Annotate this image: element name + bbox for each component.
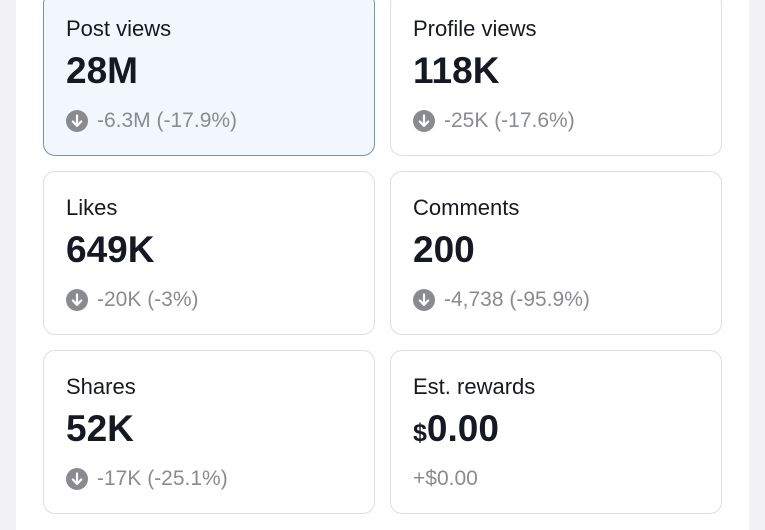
stat-value: 118K [413, 50, 500, 91]
stat-change-text: -25K (-17.6%) [444, 109, 575, 132]
stat-value-amount: 0.00 [426, 408, 499, 449]
stat-change: -17K (-25.1%) [66, 466, 228, 492]
stat-value: 200 [413, 229, 475, 270]
stat-card-post-views[interactable]: Post views 28M -6.3M (-17.9%) [43, 0, 375, 156]
stat-change-text: -4,738 (-95.9%) [444, 288, 590, 311]
stat-card-likes[interactable]: Likes 649K -20K (-3%) [43, 171, 375, 335]
down-arrow-circle-icon [66, 468, 88, 490]
stat-change: +$0.00 [413, 466, 478, 492]
stat-change-text: +$0.00 [413, 467, 478, 490]
stat-value: 52K [66, 408, 134, 449]
stat-change-text: -20K (-3%) [97, 288, 199, 311]
currency-symbol: $ [413, 419, 427, 447]
stat-change: -25K (-17.6%) [413, 108, 575, 134]
stat-card-comments[interactable]: Comments 200 -4,738 (-95.9%) [390, 171, 722, 335]
stat-label: Post views [66, 16, 172, 41]
down-arrow-circle-icon [66, 289, 88, 311]
stat-value: 649K [66, 229, 155, 270]
stat-change-text: -6.3M (-17.9%) [97, 109, 238, 132]
stat-change: -20K (-3%) [66, 287, 199, 313]
stat-change: -4,738 (-95.9%) [413, 287, 590, 313]
down-arrow-circle-icon [413, 289, 435, 311]
stat-label: Shares [66, 374, 136, 399]
stat-card-shares[interactable]: Shares 52K -17K (-25.1%) [43, 350, 375, 514]
stat-change-text: -17K (-25.1%) [97, 467, 228, 490]
stat-label: Comments [413, 195, 520, 220]
down-arrow-circle-icon [413, 110, 435, 132]
stat-label: Profile views [413, 16, 537, 41]
stat-card-profile-views[interactable]: Profile views 118K -25K (-17.6%) [390, 0, 722, 156]
stat-label: Est. rewards [413, 374, 536, 399]
stat-value: $0.00 [413, 408, 499, 454]
down-arrow-circle-icon [66, 110, 88, 132]
stat-card-est-rewards[interactable]: Est. rewards $0.00 +$0.00 [390, 350, 722, 514]
stat-label: Likes [66, 195, 118, 220]
stat-change: -6.3M (-17.9%) [66, 108, 237, 134]
stat-value: 28M [66, 50, 138, 91]
